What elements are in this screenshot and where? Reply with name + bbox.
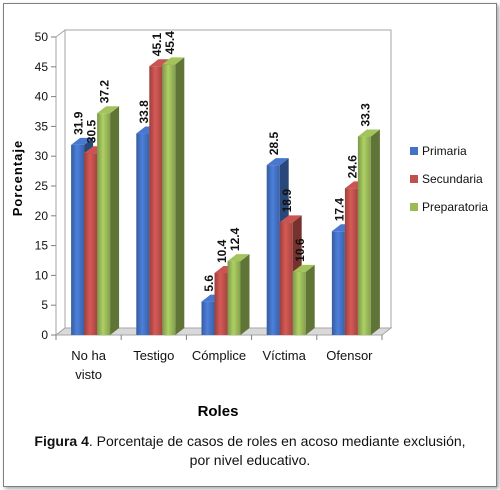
bar-front — [266, 165, 280, 335]
bar-front — [201, 301, 215, 335]
bar-value-label: 33.8 — [137, 100, 151, 124]
bar-top — [149, 59, 172, 67]
bar-side — [175, 57, 185, 335]
bar-value-label: 24.6 — [345, 155, 359, 179]
bar-value-label: 10.6 — [293, 238, 307, 262]
bar-value-label: 31.9 — [72, 111, 86, 135]
x-tick-label: visto — [75, 367, 102, 382]
bar-front — [344, 188, 358, 335]
y-tick-label: 35 — [35, 119, 49, 133]
bar-front — [214, 273, 228, 335]
bar — [227, 254, 250, 335]
x-tick-label: Testigo — [133, 348, 174, 363]
bar-top — [162, 57, 185, 65]
legend-swatch — [410, 175, 418, 183]
y-tick-label: 10 — [35, 268, 49, 282]
bar-top — [266, 158, 289, 166]
bar-top — [279, 215, 302, 223]
y-tick-label: 40 — [35, 90, 49, 104]
bar-front — [149, 66, 163, 335]
caption-text: . Porcentaje de casos de roles en acoso … — [88, 433, 466, 449]
bar-front — [331, 231, 345, 335]
figure-caption: Figura 4. Porcentaje de casos de roles e… — [0, 432, 500, 470]
bar-front — [279, 222, 293, 335]
bar-value-label: 30.5 — [85, 120, 99, 144]
y-tick-label: 45 — [35, 60, 49, 74]
caption-figure-number: Figura 4 — [34, 433, 89, 449]
x-tick-label: No ha — [71, 348, 106, 363]
side-wall — [55, 28, 66, 337]
bar — [357, 129, 380, 335]
bar-top — [292, 264, 315, 272]
bar-front — [162, 64, 176, 335]
bar-value-label: 45.4 — [163, 31, 177, 55]
bar-value-label: 12.4 — [228, 227, 242, 251]
bar-top — [97, 106, 120, 114]
bar — [292, 264, 315, 335]
bar-value-label: 45.1 — [150, 33, 164, 57]
bar-front — [84, 153, 98, 335]
bar-front — [71, 144, 85, 335]
bar-front — [292, 271, 306, 335]
caption-line-2: por nivel educativo. — [189, 452, 311, 468]
bar-top — [71, 137, 94, 145]
x-tick-label: Ofensor — [326, 348, 373, 363]
y-tick-label: 0 — [41, 328, 48, 342]
bar-value-label: 17.4 — [332, 198, 346, 222]
bar-value-label: 10.4 — [215, 239, 229, 263]
legend-label: Primaria — [422, 144, 467, 158]
y-tick-label: 25 — [35, 179, 49, 193]
y-tick-label: 5 — [41, 298, 48, 312]
x-axis-label: Roles — [198, 403, 239, 420]
bar-top — [227, 254, 250, 262]
bar-chart: 0 5 10 15 20 25 30 35 40 45 50 31.9 30.5 37.2 33.8 45.… — [10, 28, 488, 420]
bar-front — [357, 136, 371, 335]
bar — [97, 106, 120, 336]
bar-value-label: 18.9 — [280, 189, 294, 213]
bar-value-label: 28.5 — [267, 131, 281, 155]
y-tick-label: 20 — [35, 209, 49, 223]
bar-side — [110, 106, 120, 336]
y-axis-label: Porcentaje — [10, 140, 25, 216]
legend-label: Preparatoria — [422, 200, 488, 214]
bar-side — [370, 129, 380, 335]
legend-label: Secundaria — [422, 172, 483, 186]
bar-front — [97, 113, 111, 336]
x-tick-label: Víctima — [263, 348, 307, 363]
bar-side — [305, 264, 315, 335]
bar-value-label: 37.2 — [98, 80, 112, 104]
y-tick-label: 30 — [35, 149, 49, 163]
bar-value-label: 5.6 — [202, 275, 216, 292]
legend-swatch — [410, 203, 418, 211]
x-tick-label: Cómplice — [192, 348, 246, 363]
y-tick-label: 15 — [35, 239, 49, 253]
bar-top — [357, 129, 380, 137]
y-tick-label: 50 — [35, 30, 49, 44]
bar — [162, 57, 185, 335]
bar-value-label: 33.3 — [358, 103, 372, 127]
legend-swatch — [410, 147, 418, 155]
bar-side — [240, 254, 250, 335]
bar-front — [136, 133, 150, 335]
bar-front — [227, 261, 241, 335]
